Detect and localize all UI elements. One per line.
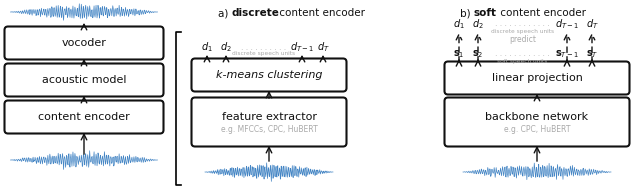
Text: discrete speech units: discrete speech units	[491, 29, 554, 34]
Text: e.g. CPC, HuBERT: e.g. CPC, HuBERT	[504, 125, 570, 135]
FancyBboxPatch shape	[191, 58, 346, 91]
Text: $d_{T-1}$: $d_{T-1}$	[555, 17, 579, 31]
Text: soft: soft	[474, 8, 497, 18]
Text: discrete speech units: discrete speech units	[232, 52, 296, 57]
Text: linear projection: linear projection	[492, 73, 582, 83]
Text: content encoder: content encoder	[497, 8, 586, 18]
Text: . . . . . . . . . . . .: . . . . . . . . . . . .	[495, 19, 550, 29]
FancyBboxPatch shape	[445, 62, 630, 95]
Text: k-means clustering: k-means clustering	[216, 70, 323, 80]
Text: $d_2$: $d_2$	[472, 17, 484, 31]
Text: acoustic model: acoustic model	[42, 75, 126, 85]
Text: $d_T$: $d_T$	[317, 40, 330, 54]
Text: $\mathbf{s}_{T-1}$: $\mathbf{s}_{T-1}$	[555, 48, 579, 60]
Text: $\mathbf{s}_2$: $\mathbf{s}_2$	[472, 48, 484, 60]
FancyBboxPatch shape	[4, 26, 163, 59]
Text: $d_1$: $d_1$	[201, 40, 213, 54]
Text: $\mathbf{s}_1$: $\mathbf{s}_1$	[453, 48, 465, 60]
Text: content encoder: content encoder	[276, 8, 365, 18]
Text: $d_T$: $d_T$	[586, 17, 598, 31]
Text: $d_{T-1}$: $d_{T-1}$	[290, 40, 314, 54]
Text: predict: predict	[509, 36, 536, 45]
Text: b): b)	[460, 8, 474, 18]
FancyBboxPatch shape	[445, 97, 630, 146]
FancyBboxPatch shape	[4, 63, 163, 96]
FancyBboxPatch shape	[191, 97, 346, 146]
Text: . . . . . . . . . .: . . . . . . . . . .	[241, 42, 287, 52]
Text: $\mathbf{s}_T$: $\mathbf{s}_T$	[586, 48, 598, 60]
Text: . . . . . . . . . . . .: . . . . . . . . . . . .	[495, 49, 550, 58]
Text: e.g. MFCCs, CPC, HuBERT: e.g. MFCCs, CPC, HuBERT	[221, 125, 317, 135]
Text: discrete: discrete	[232, 8, 280, 18]
Text: content encoder: content encoder	[38, 112, 130, 122]
Text: a): a)	[218, 8, 232, 18]
Text: soft speech units: soft speech units	[497, 58, 548, 63]
Text: backbone network: backbone network	[485, 112, 589, 122]
Text: vocoder: vocoder	[61, 38, 106, 48]
Text: $d_2$: $d_2$	[220, 40, 232, 54]
FancyBboxPatch shape	[4, 101, 163, 134]
Text: feature extractor: feature extractor	[221, 112, 317, 122]
Text: $d_1$: $d_1$	[453, 17, 465, 31]
